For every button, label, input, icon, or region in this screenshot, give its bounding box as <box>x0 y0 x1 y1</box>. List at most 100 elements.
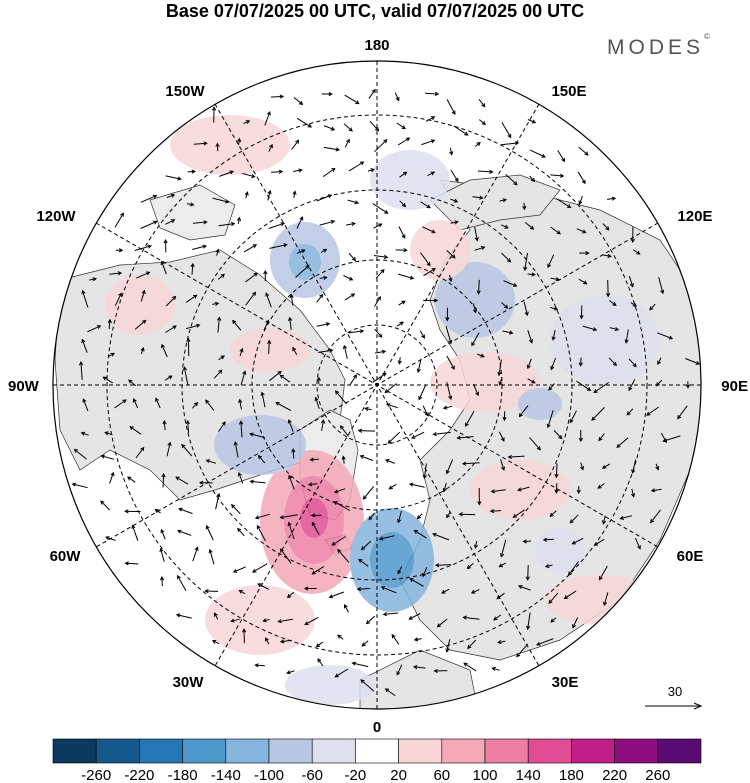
lon-label-30e: 30E <box>552 674 579 691</box>
wind-vector <box>576 228 586 234</box>
wind-vector <box>134 320 147 330</box>
colorbar-swatch <box>614 738 659 764</box>
wind-vector-head <box>585 250 590 256</box>
wind-vector-head <box>346 138 350 144</box>
wind-vector-head <box>522 539 527 544</box>
wind-vector <box>527 378 536 384</box>
wind-vector-head <box>507 454 512 460</box>
wind-vector-head <box>462 615 467 620</box>
wind-vector <box>625 329 629 343</box>
positive-anomaly-peak <box>300 498 328 538</box>
wind-vector-head <box>140 346 145 352</box>
wind-vector-head <box>303 586 309 591</box>
wind-vector-head <box>124 561 129 566</box>
wind-vector-head <box>364 406 369 412</box>
wind-vector-head <box>305 264 310 269</box>
lon-label-120w: 120W <box>36 208 76 225</box>
wind-vector-head <box>132 398 137 403</box>
wind-vector <box>192 221 207 224</box>
wind-vector <box>550 617 557 623</box>
lon-label-150e: 150E <box>551 83 586 100</box>
wind-vector <box>165 219 175 225</box>
wind-vector <box>206 459 217 464</box>
wind-vector <box>360 455 374 461</box>
wind-vector <box>250 480 266 484</box>
wind-vector-head <box>215 142 220 147</box>
wind-vector <box>463 616 480 620</box>
wind-vector-head <box>512 282 518 287</box>
wind-vector-head <box>556 230 561 235</box>
wind-vector-head <box>382 372 387 377</box>
wind-vector-head <box>195 323 201 328</box>
wind-vector <box>631 488 635 497</box>
wind-vector <box>105 536 116 541</box>
wind-vector <box>134 245 152 251</box>
wind-vector <box>398 226 406 239</box>
wind-vector-head <box>172 325 177 330</box>
wind-vector <box>632 459 637 474</box>
wind-vector-head <box>637 545 641 550</box>
wind-vector <box>132 525 139 541</box>
wind-vector <box>423 463 427 479</box>
wind-vector <box>513 509 525 518</box>
wind-vector <box>628 358 637 367</box>
wind-vector <box>185 324 200 330</box>
wind-vector <box>263 320 269 331</box>
wind-vector <box>491 489 506 493</box>
wind-vector-head <box>127 476 132 481</box>
wind-vector-head <box>397 569 402 575</box>
wind-vector-head <box>377 296 381 301</box>
wind-vector <box>381 586 397 594</box>
wind-vector <box>280 374 291 383</box>
wind-vector <box>422 567 428 577</box>
wind-vector-head <box>395 96 400 102</box>
wind-vector <box>108 319 111 330</box>
wind-vector <box>218 223 235 227</box>
wind-vector-head <box>572 624 576 629</box>
wind-vector-head <box>548 386 553 391</box>
wind-vector-head <box>569 519 574 524</box>
wind-vector <box>594 538 605 546</box>
wind-vector <box>74 449 87 460</box>
lon-label-60w: 60W <box>50 548 82 565</box>
wind-vector <box>215 493 220 510</box>
wind-vector-head <box>536 446 541 451</box>
wind-vector <box>348 252 356 261</box>
wind-vector-head <box>504 304 509 309</box>
wind-vector <box>557 150 565 162</box>
positive-anomaly-east-siberia <box>410 220 470 280</box>
colorbar-tick-label: -220 <box>124 767 154 783</box>
modes-logo: MODES© <box>607 32 710 59</box>
wind-vector <box>384 383 397 393</box>
wind-vector <box>548 592 559 604</box>
wind-vector <box>656 379 663 387</box>
wind-vector <box>529 437 541 451</box>
wind-vector-head <box>544 563 550 568</box>
wind-vector <box>343 123 353 132</box>
wind-vector-head <box>256 524 261 530</box>
wind-vector-head <box>384 389 389 394</box>
wind-vector <box>218 355 225 361</box>
wind-vector <box>165 325 177 333</box>
wind-vector <box>630 302 637 307</box>
wind-vector <box>443 405 453 409</box>
wind-vector-head <box>413 530 419 534</box>
colorbar-tick-label: -20 <box>345 767 367 783</box>
wind-vector <box>109 272 122 275</box>
wind-vector <box>140 195 157 203</box>
wind-vector <box>548 383 555 391</box>
wind-vector <box>337 549 350 563</box>
wind-vector-head <box>295 139 300 144</box>
wind-vector <box>316 323 330 327</box>
wind-vector <box>417 358 422 373</box>
wind-vector-head <box>230 618 235 623</box>
wind-vector-head <box>307 123 312 128</box>
wind-vector <box>503 280 517 287</box>
wind-vector <box>396 321 404 327</box>
wind-vector <box>385 688 396 697</box>
wind-vector-head <box>229 170 234 175</box>
wind-vector-head <box>401 125 406 130</box>
wind-vector-head <box>323 275 328 280</box>
wind-vector-head <box>583 280 588 285</box>
wind-vector-head <box>375 127 380 132</box>
